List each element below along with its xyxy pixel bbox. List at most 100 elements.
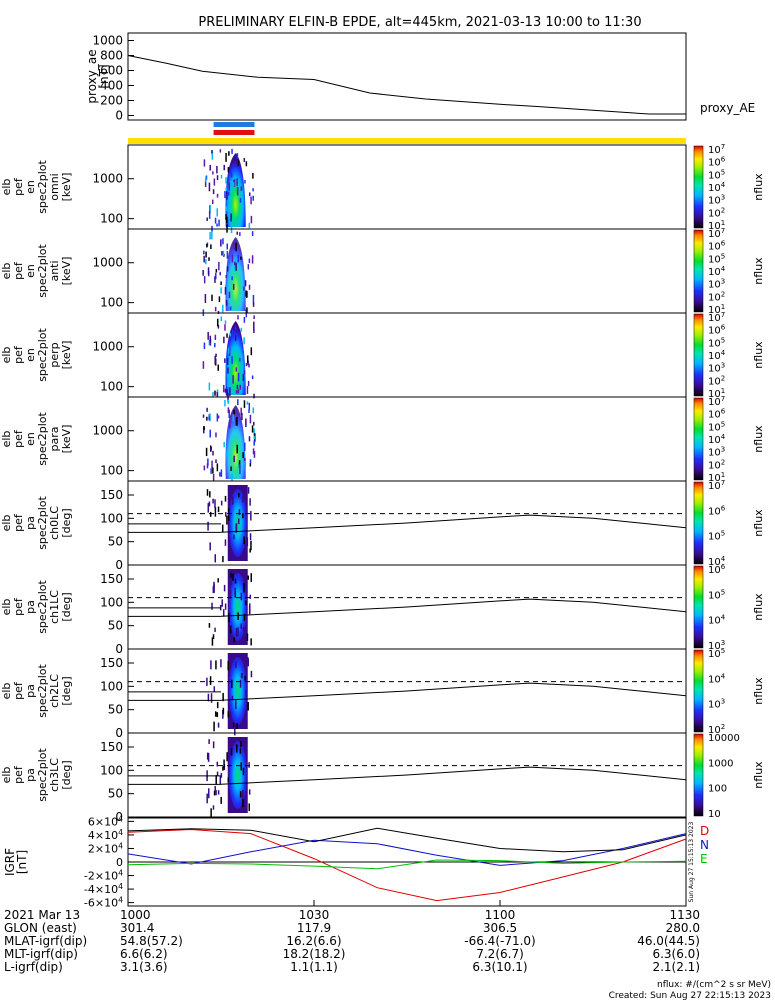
colorbar-tick-label: 1000 <box>708 758 733 769</box>
pa-pixel <box>245 600 247 606</box>
y-tick-label: 100 <box>100 679 123 693</box>
flux-pixel <box>211 294 213 302</box>
y-tick-label: 100 <box>100 464 123 478</box>
x-cell-value: 3.1(3.6) <box>120 960 168 974</box>
colorbar-label: nflux <box>752 425 765 453</box>
pa-pixel <box>237 627 239 637</box>
flux-pixel <box>205 176 207 183</box>
y-tick-label: -2×104 <box>84 869 123 883</box>
pa-pixel <box>209 491 211 498</box>
flux-pixel <box>248 258 251 264</box>
flux-pixel <box>226 191 228 200</box>
flux-pixel <box>227 180 229 184</box>
pa-pixel <box>240 673 243 679</box>
pa-pixel <box>216 761 219 767</box>
flux-pixel <box>222 250 225 256</box>
flux-pixel <box>247 355 249 364</box>
pa-pixel <box>240 762 242 771</box>
flux-pixel <box>251 255 254 264</box>
pa-pixel <box>242 626 245 632</box>
pa-pixel <box>220 772 223 778</box>
flux-pixel <box>228 348 231 356</box>
flux-pixel <box>204 179 207 188</box>
x-row-label: L-igrf(dip) <box>4 960 63 974</box>
y-tick-label: 1000 <box>92 340 123 354</box>
pa-pixel <box>224 495 227 502</box>
flux-pixel <box>202 414 205 418</box>
pa-pixel <box>210 808 212 818</box>
panel-ch2lc: elbpefpaspec2plotch2LC[deg]0501001501021… <box>0 647 765 740</box>
flux-pixel <box>240 354 243 364</box>
pa-pixel <box>209 511 212 517</box>
flux-pixel <box>226 357 229 365</box>
flux-pixel <box>206 463 209 469</box>
flux-pixel <box>234 326 237 330</box>
flux-pixel <box>224 399 226 407</box>
flux-pixel <box>237 254 240 263</box>
flux-pixel <box>229 420 231 429</box>
pa-pixel <box>226 515 228 525</box>
flux-pixel <box>248 402 251 410</box>
loss-cone-line <box>220 766 687 785</box>
pa-pixel <box>210 660 212 670</box>
flux-pixel <box>216 413 219 422</box>
flux-pixel <box>214 390 216 396</box>
pa-pixel <box>215 660 217 670</box>
igrf-line-d <box>127 828 687 902</box>
flux-pixel <box>218 296 221 303</box>
flux-pixel <box>245 161 248 167</box>
flux-pixel <box>224 320 227 324</box>
pa-pixel <box>224 603 227 610</box>
pa-pixel <box>235 699 237 709</box>
y-tick-label: 200 <box>100 94 123 108</box>
pa-pixel <box>217 578 219 583</box>
colorbar-label: nflux <box>752 509 765 537</box>
flux-pixel <box>220 281 222 285</box>
flux-pixel <box>241 412 243 421</box>
flux-pixel <box>212 189 215 195</box>
flux-pixel <box>234 238 237 243</box>
igrf-line-e <box>127 859 687 870</box>
created-stamp: Created: Sun Aug 27 22:15:13 2023 <box>609 991 771 1000</box>
flux-pixel <box>236 216 239 221</box>
pa-pixel <box>250 540 252 551</box>
colorbar-tick-label: 106 <box>708 504 726 517</box>
pa-pixel <box>214 554 217 563</box>
pa-pixel <box>237 518 240 525</box>
pa-pixel <box>222 766 224 771</box>
flux-pixel <box>203 465 206 471</box>
flux-pixel <box>244 280 247 287</box>
flux-pixel <box>240 327 243 332</box>
panel-perp: elbpefenspec2plotperp[keV]10010001011021… <box>0 311 765 402</box>
flux-pixel <box>226 266 229 272</box>
pa-pixel <box>228 612 230 623</box>
flux-pixel <box>203 276 206 284</box>
flux-pixel <box>209 429 211 438</box>
flux-blob <box>225 321 246 395</box>
flux-pixel <box>208 339 211 346</box>
panel-frame <box>127 32 687 121</box>
flux-pixel <box>225 187 227 191</box>
y-tick-label: 100 <box>100 212 123 226</box>
flux-pixel <box>253 451 256 458</box>
x-row-label: GLON (east) <box>4 921 77 935</box>
flux-pixel <box>236 186 239 196</box>
flux-pixel <box>232 375 234 384</box>
flux-pixel <box>231 356 233 364</box>
flux-pixel <box>211 460 213 469</box>
flux-pixel <box>253 315 255 319</box>
pa-blob <box>228 573 247 641</box>
y-tick-label: 150 <box>100 488 123 502</box>
flux-pixel <box>253 440 255 446</box>
pa-pixel <box>240 623 242 630</box>
pa-pixel <box>208 788 210 799</box>
colorbar-tick-label: 106 <box>708 324 726 337</box>
pa-pixel <box>227 660 229 671</box>
legend-d: D <box>700 824 709 838</box>
colorbar-tick-label: 105 <box>708 336 725 349</box>
flux-pixel <box>228 409 230 419</box>
pa-pixel <box>215 790 217 796</box>
flux-pixel <box>217 415 220 419</box>
y-axis-label: elbpefpaspec2plotch3LC[deg] <box>0 748 73 802</box>
proxy-ae-line <box>127 55 686 115</box>
